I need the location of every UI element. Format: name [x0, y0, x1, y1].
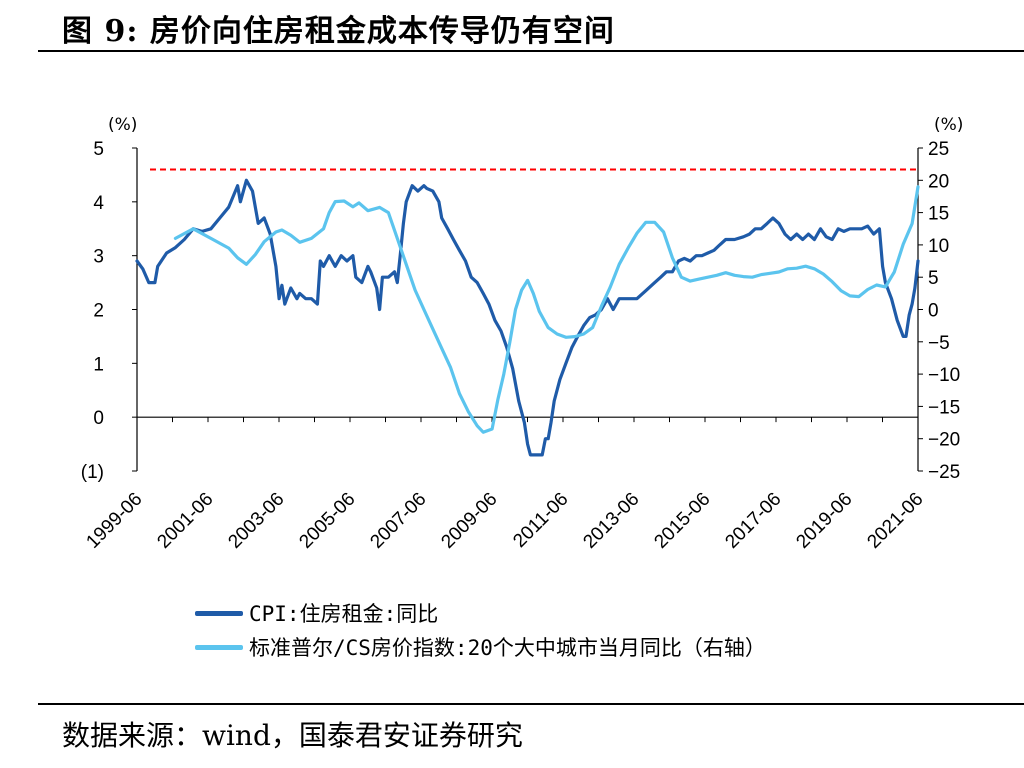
cs-index-series-line	[173, 185, 920, 434]
source-divider	[38, 703, 1024, 705]
right-tick-label-1: 20	[928, 171, 949, 192]
x-tick-label-5: 2009-06	[437, 489, 501, 553]
left-tick-label-0: 5	[93, 139, 104, 160]
left-tick-label-6: (1)	[81, 462, 104, 483]
legend-item-cs-index: 标准普尔/CS房价指数:20个大中城市当月同比（右轴）	[195, 630, 766, 664]
legend-item-cpi: CPI:住房租金:同比	[195, 596, 766, 630]
legend-label-cpi: CPI:住房租金:同比	[249, 602, 439, 626]
x-tick-label-3: 2005-06	[295, 489, 359, 553]
x-tick-label-11: 2021-06	[863, 489, 927, 553]
x-tick-label-2: 2003-06	[224, 489, 288, 553]
right-tick-label-10: −25	[928, 462, 960, 483]
legend-swatch-cs-index	[195, 644, 243, 650]
figure-title: 图 9: 房价向住房租金成本传导仍有空间	[62, 14, 615, 49]
right-tick-label-0: 25	[928, 139, 949, 160]
x-tick-label-0: 1999-06	[82, 489, 146, 553]
x-tick-label-7: 2013-06	[579, 489, 643, 553]
right-tick-label-9: −20	[928, 430, 960, 451]
x-tick-label-6: 2011-06	[509, 489, 572, 552]
left-tick-label-4: 1	[93, 354, 104, 375]
right-tick-label-5: 0	[928, 301, 939, 322]
left-tick-label-3: 2	[93, 301, 104, 322]
right-tick-label-3: 10	[928, 236, 949, 257]
legend-label-cs-index: 标准普尔/CS房价指数:20个大中城市当月同比（右轴）	[249, 636, 766, 660]
legend-swatch-cpi	[195, 610, 243, 616]
right-axis-unit: (%)	[934, 115, 963, 135]
left-tick-label-1: 4	[93, 193, 104, 214]
legend: CPI:住房租金:同比 标准普尔/CS房价指数:20个大中城市当月同比（右轴）	[195, 596, 766, 664]
right-tick-label-2: 15	[928, 204, 949, 225]
right-tick-label-6: −5	[928, 333, 950, 354]
right-tick-label-8: −15	[928, 397, 960, 418]
left-axis-unit: (%)	[108, 115, 137, 135]
cpi-series-line	[135, 178, 920, 457]
x-tick-label-9: 2017-06	[721, 489, 785, 553]
x-tick-label-1: 2001-06	[153, 489, 217, 553]
right-tick-label-4: 5	[928, 268, 939, 289]
x-tick-label-8: 2015-06	[650, 489, 714, 553]
x-tick-label-10: 2019-06	[792, 489, 856, 553]
title-divider	[38, 50, 1024, 52]
source-note: 数据来源：wind，国泰君安证券研究	[62, 719, 523, 752]
x-tick-label-4: 2007-06	[366, 489, 430, 553]
left-tick-label-2: 3	[93, 247, 104, 268]
right-tick-label-7: −10	[928, 365, 960, 386]
left-tick-label-5: 0	[93, 408, 104, 429]
